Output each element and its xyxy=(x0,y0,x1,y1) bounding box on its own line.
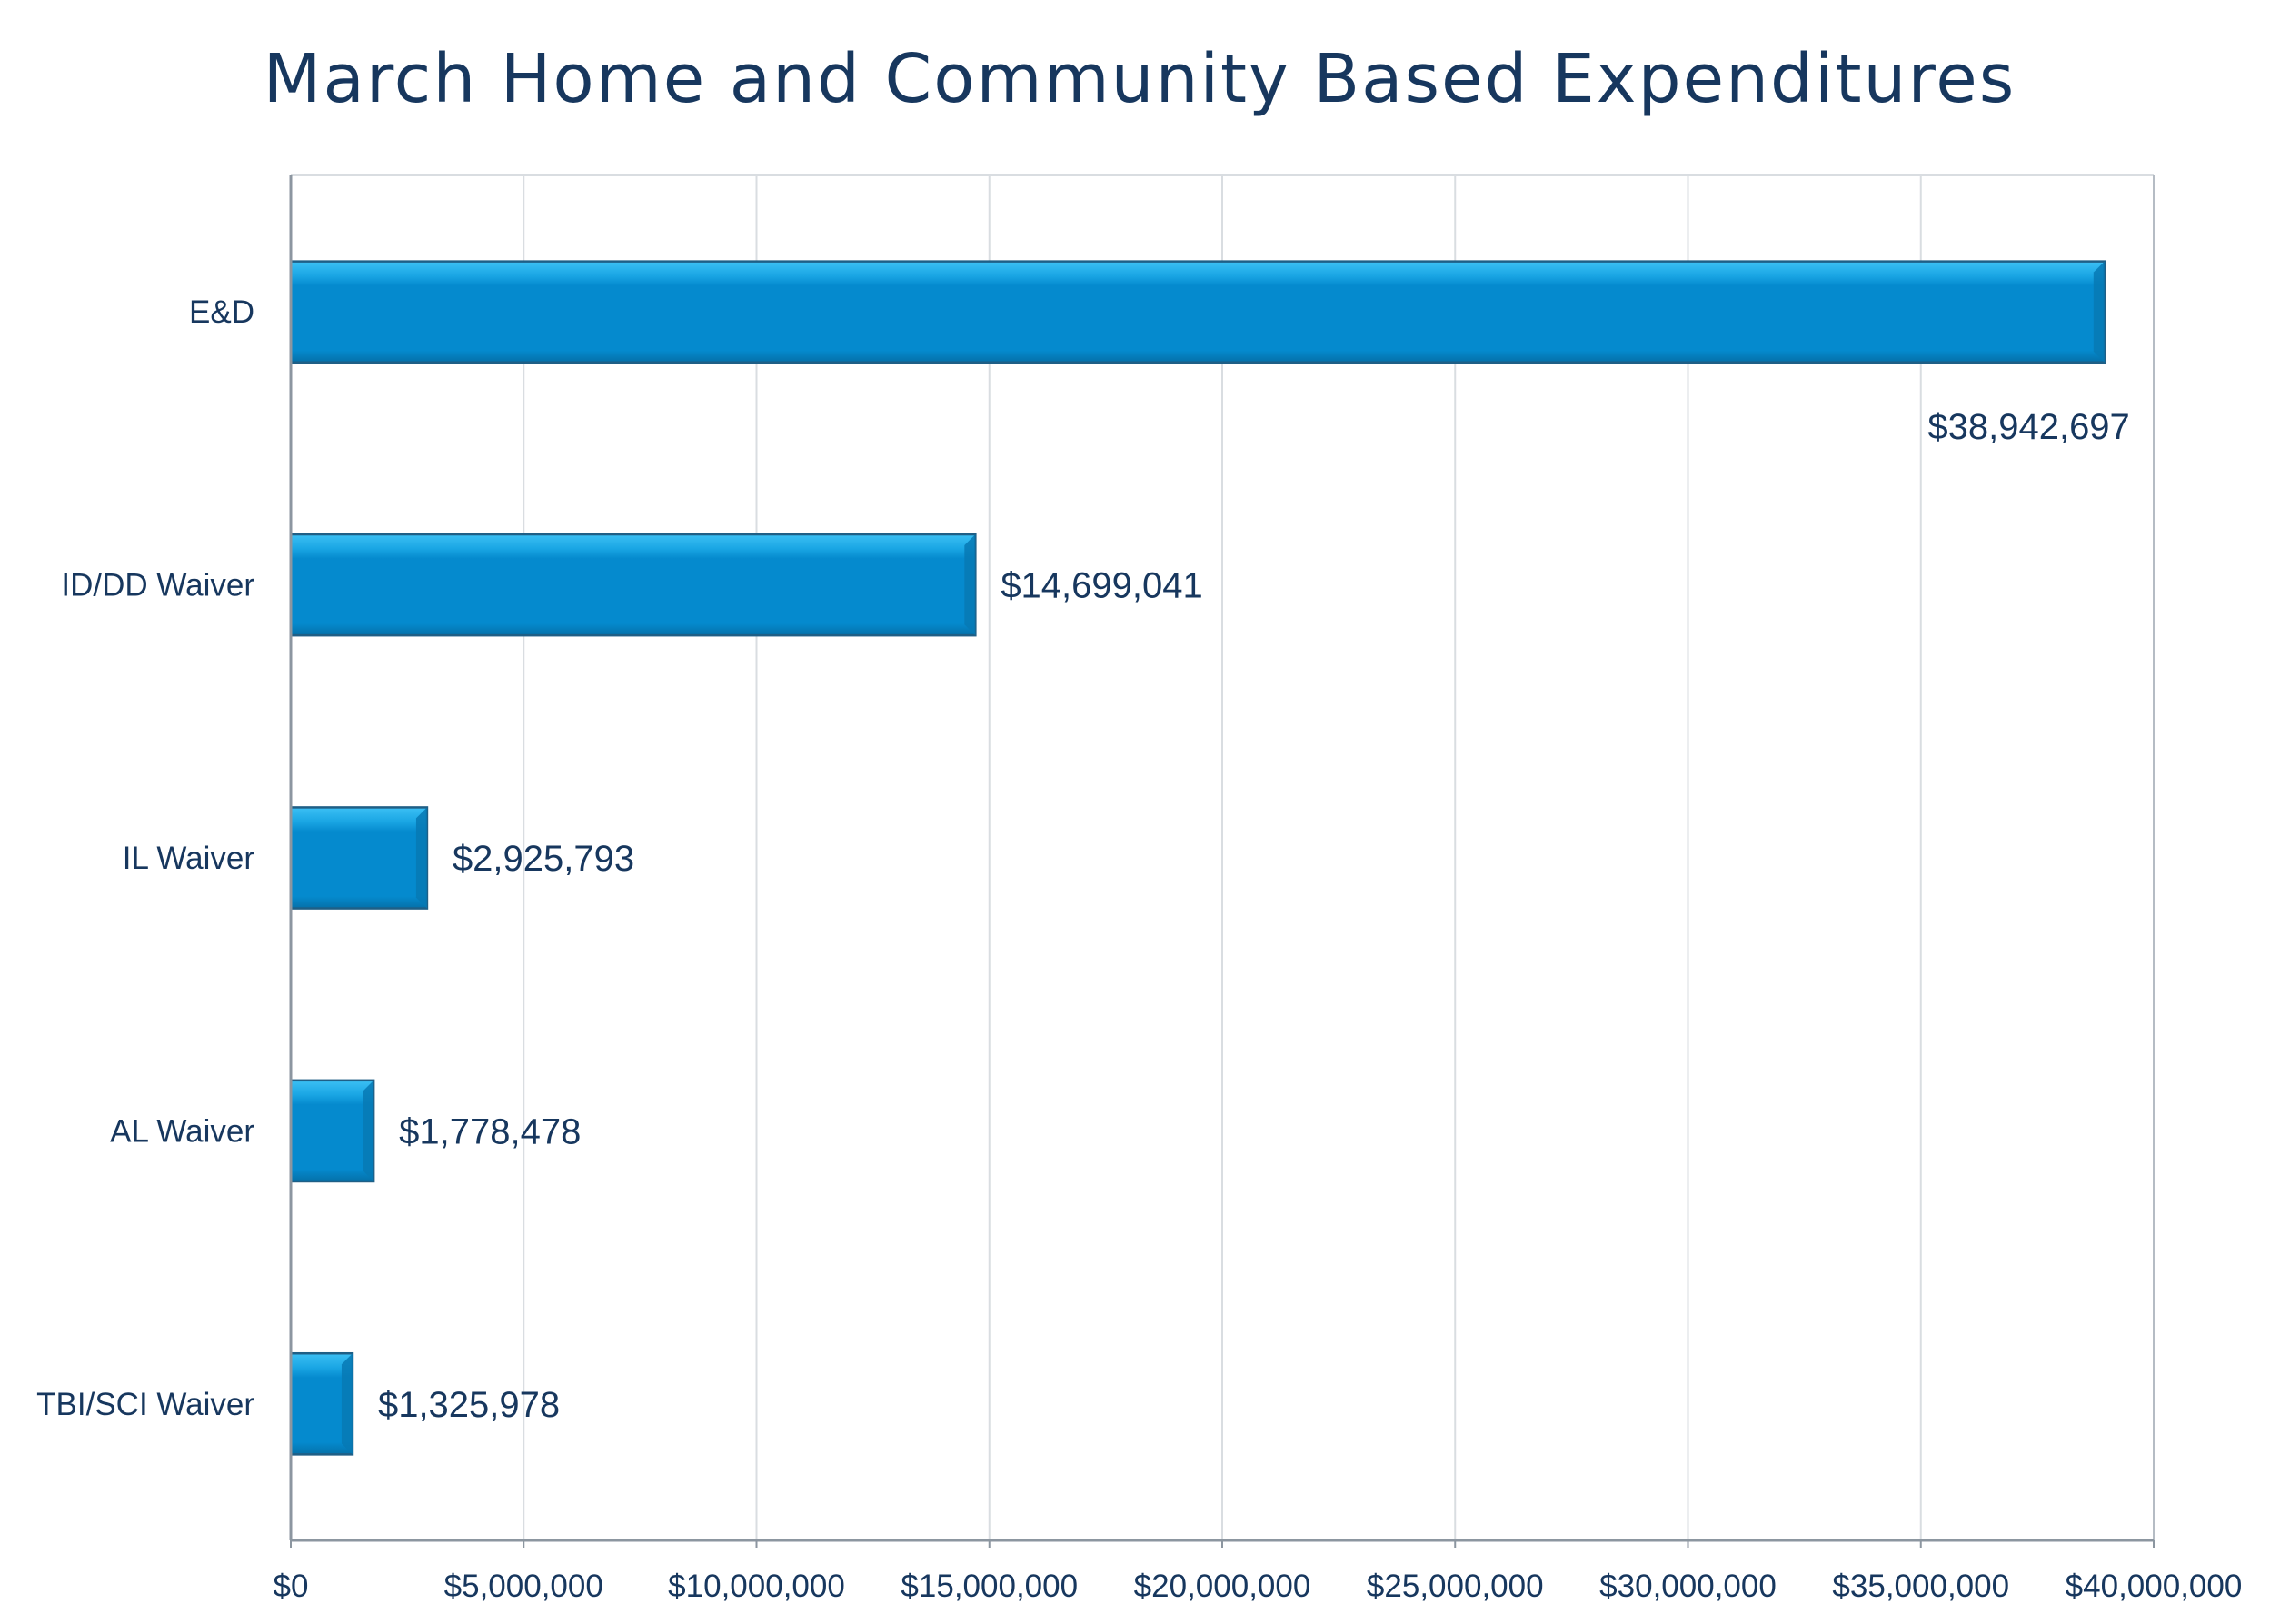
bar-bevel xyxy=(341,1353,353,1455)
category-label: ID/DD Waiver xyxy=(61,568,254,603)
bar-bevel xyxy=(415,807,427,909)
x-tick-label: $10,000,000 xyxy=(668,1569,845,1604)
x-tick-label: $35,000,000 xyxy=(1832,1569,2009,1604)
x-tick-label: $20,000,000 xyxy=(1134,1569,1311,1604)
data-label: $14,699,041 xyxy=(1001,566,1202,606)
x-tick-label: $15,000,000 xyxy=(901,1569,1078,1604)
axes xyxy=(289,174,2155,1548)
x-tick-label: $25,000,000 xyxy=(1367,1569,1544,1604)
data-label: $1,325,978 xyxy=(378,1385,560,1425)
category-label: TBI/SCI Waiver xyxy=(36,1387,254,1422)
bar-body xyxy=(289,806,429,910)
category-label: AL Waiver xyxy=(110,1113,254,1149)
bar xyxy=(289,533,977,637)
bar-bevel xyxy=(363,1080,374,1181)
x-tick-label: $40,000,000 xyxy=(2066,1569,2243,1604)
x-tick-label: $30,000,000 xyxy=(1599,1569,1777,1604)
data-label: $1,778,478 xyxy=(399,1111,581,1151)
category-label: E&D xyxy=(189,294,254,330)
gridlines xyxy=(523,175,2155,1540)
bar xyxy=(289,1351,354,1456)
bar-body xyxy=(289,260,2106,364)
x-tick-label: $0 xyxy=(274,1569,309,1604)
x-tick-label: $5,000,000 xyxy=(444,1569,603,1604)
category-label: IL Waiver xyxy=(123,841,255,876)
bar-bevel xyxy=(964,534,976,636)
data-label: $2,925,793 xyxy=(453,839,634,879)
chart-title: March Home and Community Based Expenditu… xyxy=(264,40,2016,118)
bar xyxy=(289,1079,375,1183)
labels: $0 $5,000,000 $10,000,000 $15,000,000 $20,00… xyxy=(36,294,2242,1604)
data-label: $38,942,697 xyxy=(1927,407,2129,447)
bar-body xyxy=(289,1079,375,1183)
bar-bevel xyxy=(2093,261,2105,363)
bar xyxy=(289,806,429,910)
bar xyxy=(289,260,2106,364)
bar-body xyxy=(289,533,977,637)
